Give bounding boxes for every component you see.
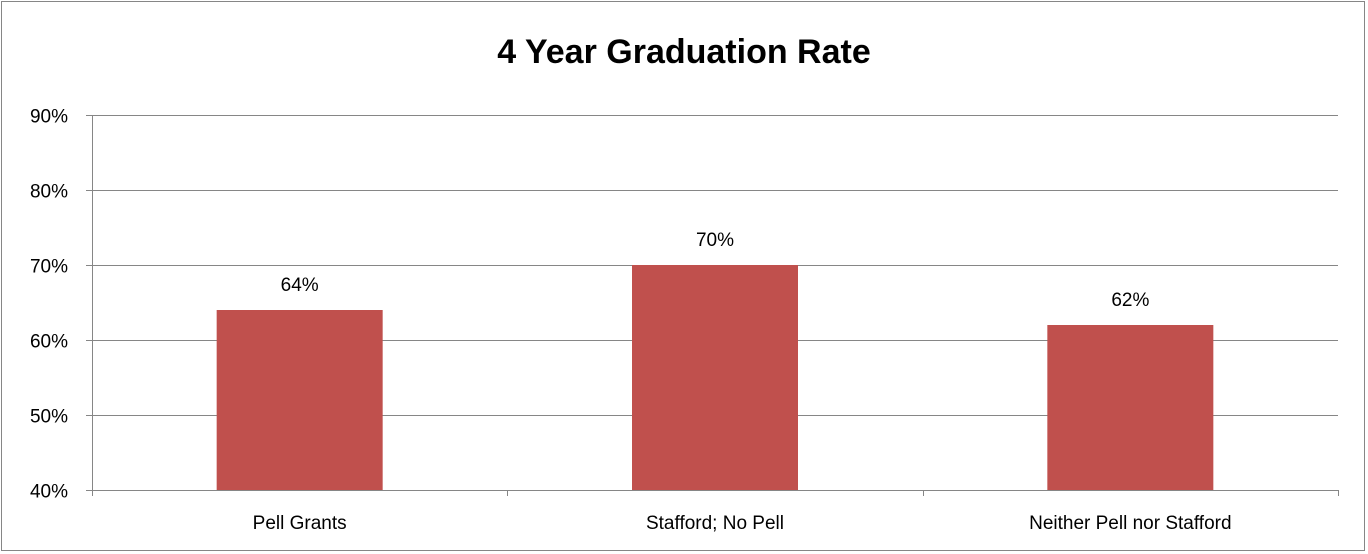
- y-tick-label: 50%: [30, 407, 68, 428]
- bar: [1047, 325, 1214, 490]
- y-tick-label: 90%: [30, 107, 68, 128]
- x-tick-label: Stafford; No Pell: [646, 513, 784, 534]
- chart-title: 4 Year Graduation Rate: [497, 33, 871, 71]
- x-tick-label: Pell Grants: [253, 513, 347, 534]
- axes: [86, 115, 1339, 496]
- y-tick-label: 40%: [30, 482, 68, 503]
- y-tick-label: 80%: [30, 182, 68, 203]
- data-label: 70%: [696, 230, 734, 251]
- data-label: 62%: [1111, 290, 1149, 311]
- data-label: 64%: [281, 275, 319, 296]
- bar: [216, 310, 383, 490]
- x-tick-label: Neither Pell nor Stafford: [1029, 513, 1231, 534]
- labels: 40% 50% 60% 70% 80% 90% 64% Pell Grants 70% Staff…: [30, 107, 1232, 535]
- bar: [632, 265, 798, 490]
- y-tick-label: 70%: [30, 257, 68, 278]
- y-tick-label: 60%: [30, 332, 68, 353]
- bars: [216, 265, 1214, 490]
